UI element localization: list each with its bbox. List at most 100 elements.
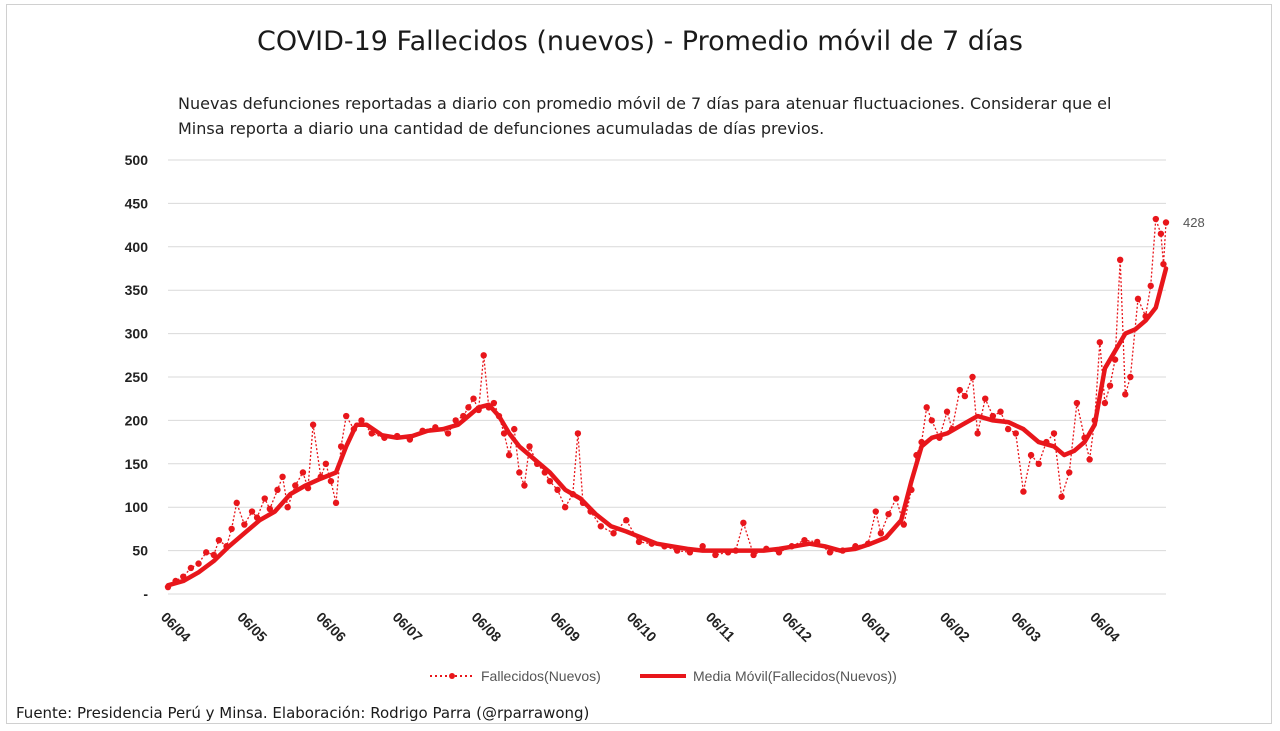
daily-deaths-point <box>327 477 335 485</box>
x-tick-label: 06/02 <box>937 609 973 645</box>
y-tick-label: 250 <box>125 369 149 385</box>
legend-marker <box>449 673 455 679</box>
daily-deaths-point <box>274 486 281 494</box>
chart-title: COVID-19 Fallecidos (nuevos) - Promedio … <box>257 26 1023 57</box>
daily-deaths-point <box>284 504 291 511</box>
daily-deaths-point <box>215 536 223 544</box>
daily-deaths-point <box>1106 382 1114 389</box>
daily-deaths-point <box>444 430 452 437</box>
daily-deaths-point <box>892 495 900 502</box>
daily-deaths-point <box>1012 430 1019 437</box>
legend: Fallecidos(Nuevos) Media Móvil(Fallecido… <box>430 668 897 684</box>
x-axis: 06/04 06/05 06/06 06/07 06/08 06/09 06/10 06/11… <box>158 609 1123 645</box>
legend-label-average: Media Móvil(Fallecidos(Nuevos)) <box>693 668 897 684</box>
daily-deaths-point <box>597 523 605 530</box>
daily-deaths-point <box>900 521 907 528</box>
y-tick-label: 50 <box>132 543 148 559</box>
daily-deaths-point <box>358 417 365 424</box>
y-tick-label: 400 <box>125 239 149 255</box>
chart-frame <box>6 4 1272 724</box>
daily-deaths-point <box>623 517 630 524</box>
daily-deaths-point <box>228 525 235 533</box>
y-axis: - 50 100 150 200 250 300 350 400 450 500 <box>125 152 149 602</box>
daily-deaths-point <box>279 473 286 481</box>
daily-deaths-point <box>1004 425 1012 433</box>
x-tick-label: 06/03 <box>1008 609 1044 645</box>
daily-deaths-point <box>1101 399 1109 407</box>
daily-deaths-point <box>480 352 487 359</box>
daily-deaths-point <box>826 549 834 556</box>
daily-deaths-point <box>1020 488 1027 495</box>
daily-deaths-point <box>332 499 340 507</box>
daily-deaths-point <box>885 510 892 518</box>
daily-deaths-point <box>740 519 747 527</box>
daily-deaths-point <box>969 373 976 381</box>
daily-deaths-point <box>1122 391 1129 398</box>
daily-deaths-point <box>1066 469 1073 476</box>
x-tick-label: 06/11 <box>703 609 739 645</box>
daily-deaths-point <box>195 560 202 567</box>
daily-deaths-point <box>292 482 299 489</box>
y-tick-label: 100 <box>125 499 149 515</box>
daily-deaths-point <box>928 417 935 424</box>
daily-deaths-point <box>233 499 240 507</box>
daily-deaths-point <box>261 495 268 502</box>
y-tick-label: 450 <box>125 195 149 211</box>
x-tick-label: 06/12 <box>779 609 815 645</box>
daily-deaths-point <box>1160 260 1167 268</box>
x-tick-label: 06/09 <box>547 609 583 645</box>
source-note: Fuente: Presidencia Perú y Minsa. Elabor… <box>16 704 590 722</box>
daily-deaths-point <box>872 508 879 515</box>
daily-deaths-point <box>699 543 706 550</box>
daily-deaths-point <box>521 482 528 489</box>
daily-deaths-point <box>1152 215 1160 223</box>
y-tick-label: 300 <box>125 326 149 342</box>
daily-deaths-point <box>923 404 930 411</box>
daily-deaths-point <box>202 549 210 556</box>
daily-deaths-point <box>877 530 885 537</box>
daily-deaths-point <box>997 408 1004 415</box>
daily-deaths-point <box>1127 373 1134 381</box>
chart-subtitle: Nuevas defunciones reportadas a diario c… <box>178 94 1112 138</box>
daily-deaths-point <box>750 551 757 559</box>
daily-deaths-point <box>241 521 248 528</box>
legend-label-daily: Fallecidos(Nuevos) <box>481 668 601 684</box>
daily-deaths-point <box>1116 256 1124 264</box>
daily-deaths-point <box>1027 451 1035 459</box>
daily-deaths-point <box>554 486 561 494</box>
daily-deaths-point <box>1035 460 1042 467</box>
daily-deaths-point <box>712 551 719 559</box>
daily-deaths-point <box>610 530 617 537</box>
daily-deaths-point <box>1086 456 1093 463</box>
daily-deaths-point <box>266 505 274 513</box>
daily-deaths-point <box>1147 282 1154 290</box>
y-tick-label: - <box>143 586 148 602</box>
x-tick-label: 06/06 <box>313 609 349 645</box>
series-layer <box>164 215 1170 591</box>
daily-deaths-point <box>309 421 317 428</box>
y-tick-label: 500 <box>125 152 149 168</box>
daily-deaths-point <box>982 395 989 402</box>
daily-deaths-point <box>801 536 808 544</box>
x-tick-label: 06/08 <box>468 609 504 645</box>
daily-deaths-point <box>956 386 963 394</box>
daily-deaths-point <box>635 538 643 546</box>
y-tick-label: 350 <box>125 282 149 298</box>
last-value-label: 428 <box>1183 215 1205 230</box>
x-tick-label: 06/07 <box>390 609 426 645</box>
daily-deaths-point <box>187 564 195 572</box>
x-tick-label: 06/04 <box>1087 609 1123 645</box>
daily-deaths-point <box>516 469 523 476</box>
daily-deaths-point <box>974 430 981 437</box>
daily-deaths-point <box>943 408 951 415</box>
daily-deaths-point <box>1058 493 1065 500</box>
daily-deaths-point <box>505 451 513 459</box>
daily-deaths-point <box>1073 399 1081 407</box>
y-tick-label: 150 <box>125 456 149 472</box>
daily-deaths-point <box>465 404 472 411</box>
daily-deaths-point <box>574 430 582 437</box>
daily-deaths-point <box>343 412 350 420</box>
daily-deaths-point <box>490 399 498 407</box>
grid <box>168 159 1166 595</box>
